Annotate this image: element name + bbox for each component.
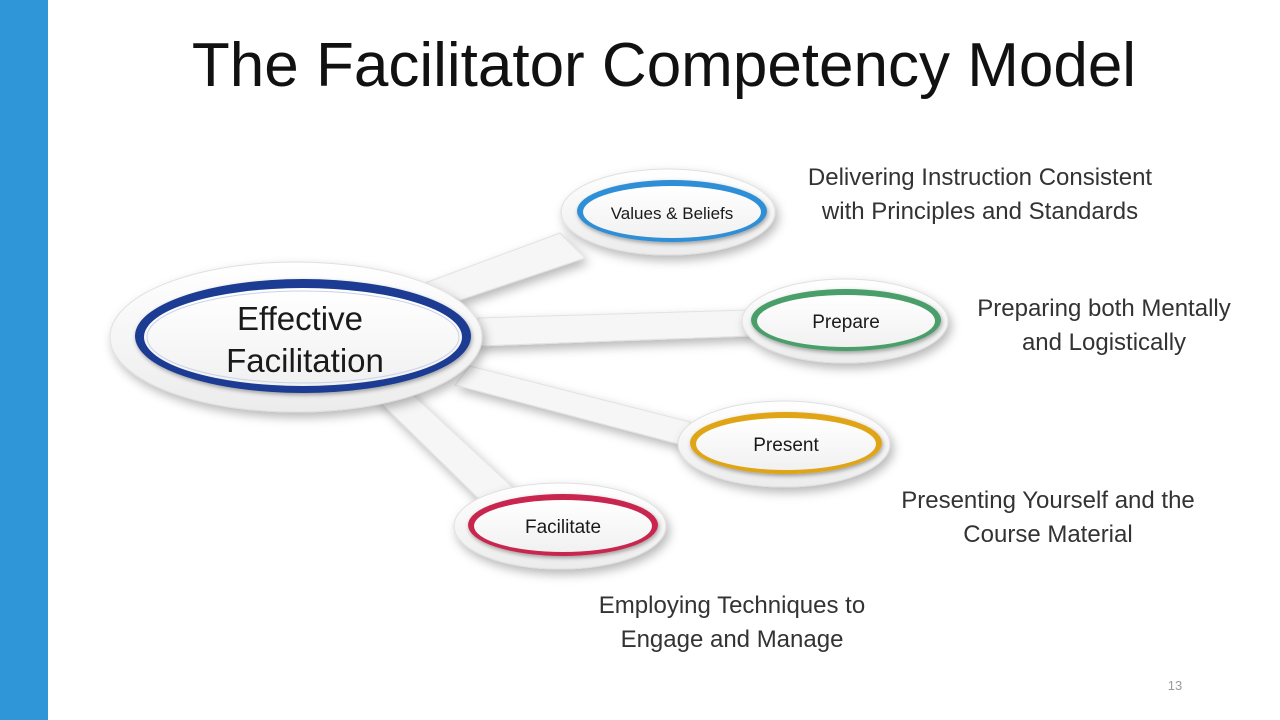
values-beliefs-label: Values & Beliefs (611, 204, 734, 223)
connectors (374, 232, 749, 499)
center-node-label-line2: Facilitation (226, 342, 384, 379)
node-values-beliefs: Values & Beliefs (560, 168, 776, 256)
connector-present (454, 365, 691, 447)
facilitate-label: Facilitate (525, 517, 601, 538)
page-number: 13 (1167, 678, 1183, 693)
present-label: Present (753, 435, 819, 456)
present-description: Presenting Yourself and the Course Mater… (901, 487, 1195, 548)
side-accent-bar (0, 0, 48, 720)
node-facilitate: Facilitate (453, 482, 667, 570)
facilitate-description: Employing Techniques to Engage and Manag… (598, 592, 866, 653)
connector-prepare (477, 309, 749, 347)
slide-title: The Facilitator Competency Model (191, 31, 1137, 100)
center-node: Effective Facilitation (109, 261, 483, 413)
node-prepare: Prepare (741, 278, 949, 364)
prepare-description: Preparing both Mentally and Logistically (977, 295, 1231, 356)
prepare-label: Prepare (812, 312, 880, 333)
values-beliefs-description: Delivering Instruction Consistent with P… (807, 164, 1153, 225)
connector-values-beliefs (423, 232, 586, 301)
connector-facilitate (374, 391, 522, 499)
node-present: Present (677, 400, 891, 488)
center-node-label-line1: Effective (237, 300, 363, 337)
